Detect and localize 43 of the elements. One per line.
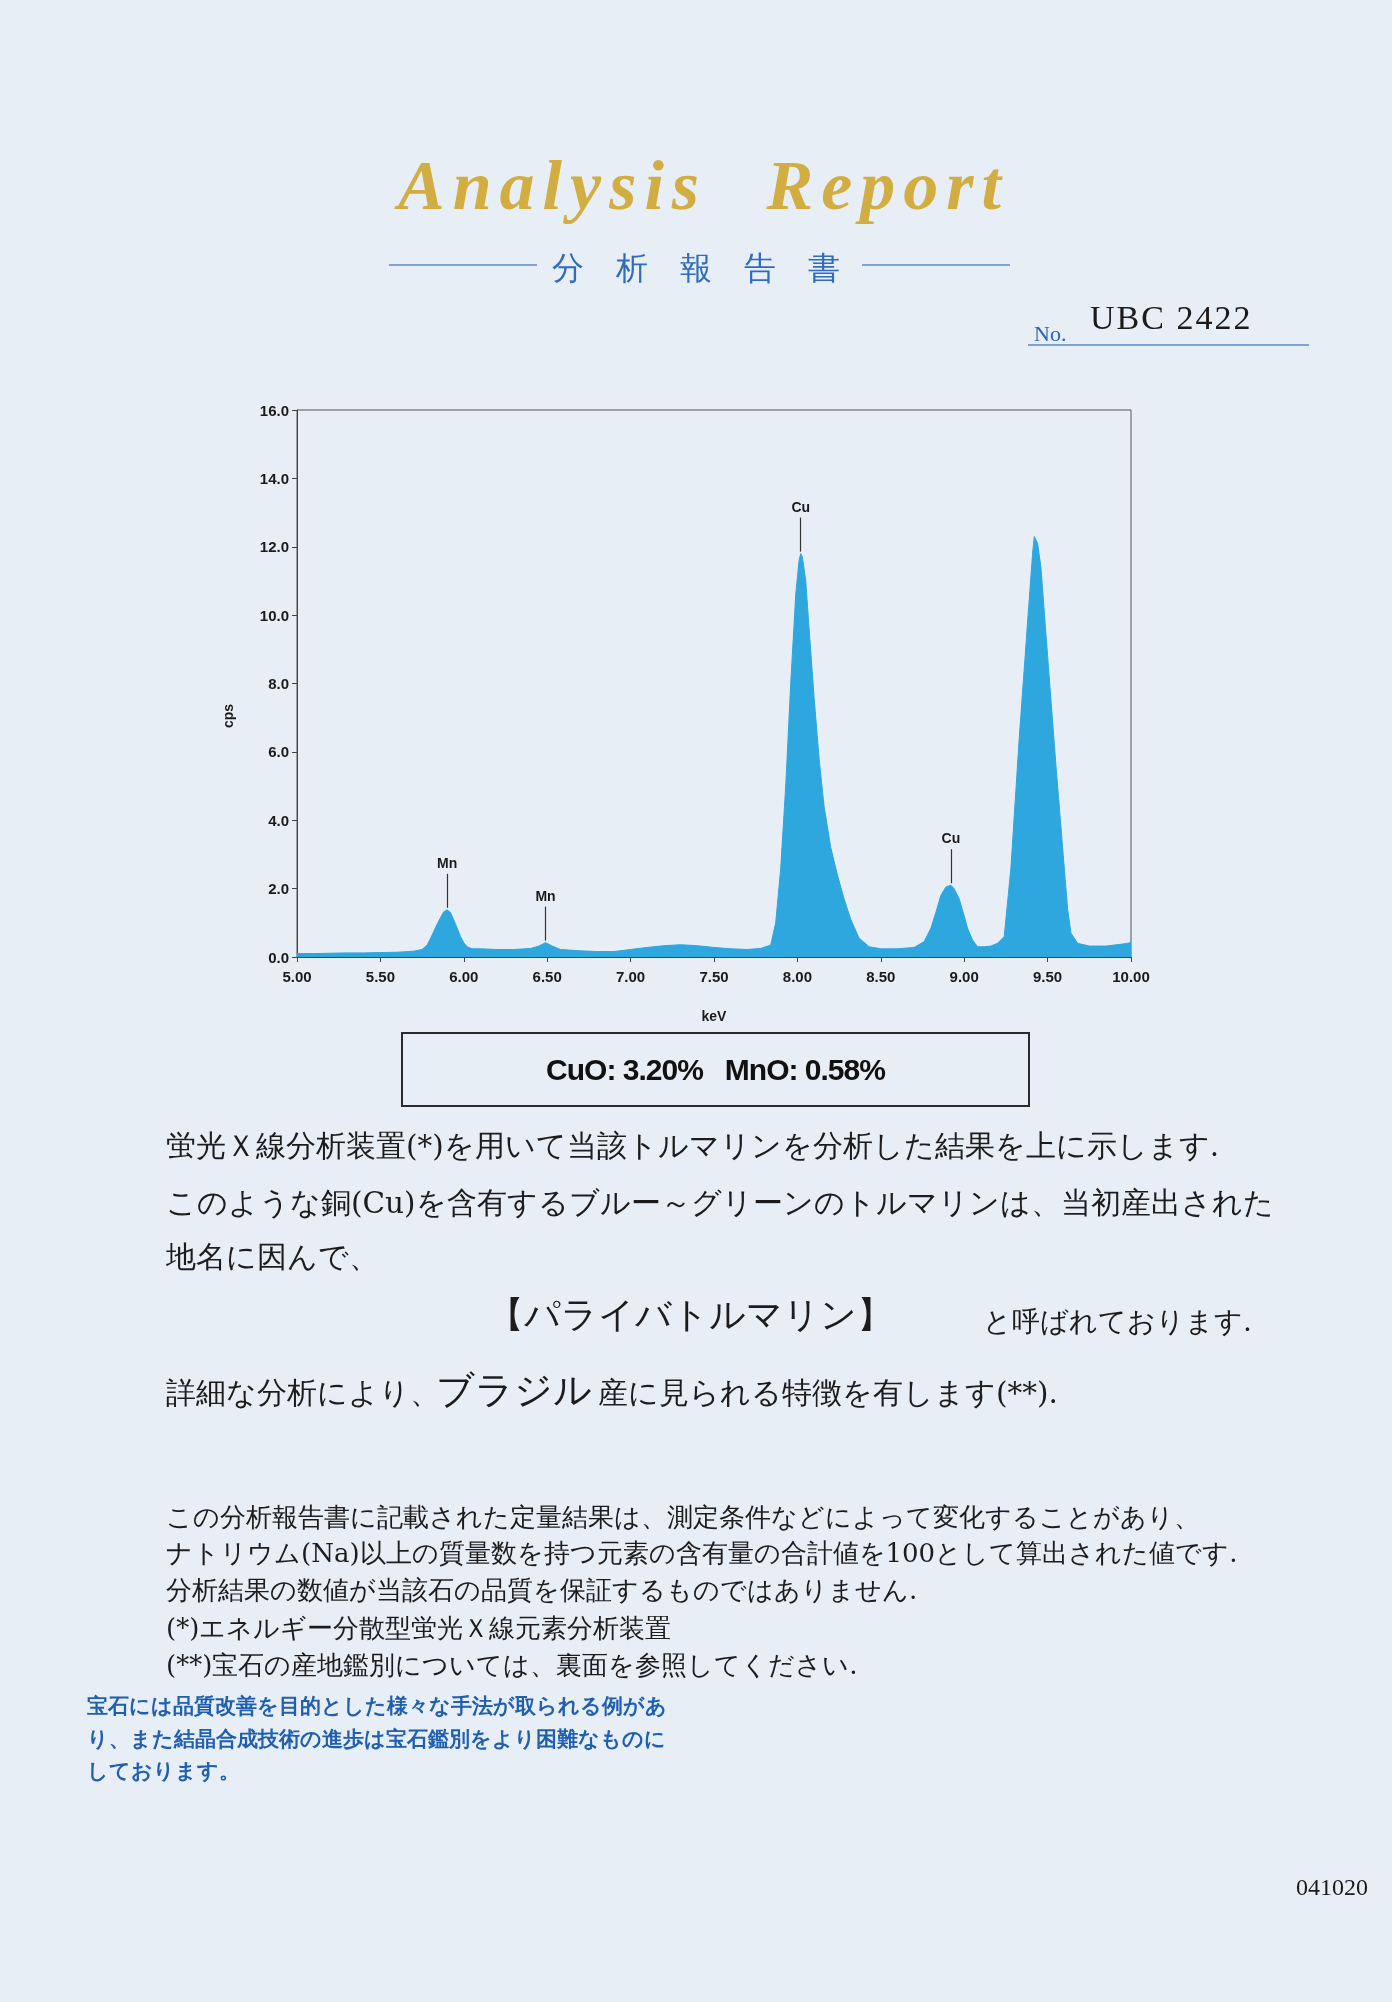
text: この分析報告書に記載された定量結果は、測定条件などによって変化することがあり、	[166, 1502, 1200, 1532]
x-tick-label: 6.00	[449, 968, 479, 985]
text: ナトリウム(Na)以上の質量数を持つ元素の含有量の合計値を100として算出された値です.	[166, 1538, 1238, 1568]
x-tick-label: 5.50	[365, 968, 395, 985]
x-tick-label: 6.50	[532, 968, 562, 985]
text: No.	[1034, 321, 1067, 346]
annotation: Cu	[791, 498, 811, 515]
y-tick-label: 6.0	[268, 743, 289, 761]
text: 041020	[1296, 1874, 1368, 1900]
y-tick-label: 16.0	[259, 401, 289, 419]
x-tick-label: 7.00	[616, 968, 646, 985]
chart-subtitle: 分析報告書	[552, 249, 872, 287]
y-tick-label: 2.0	[268, 880, 289, 898]
y-tick-label: 0.0	[268, 948, 289, 966]
x-tick-label: 8.00	[782, 968, 812, 985]
text: 蛍光Ｘ線分析装置(*)を用いて当該トルマリンを分析した結果を上に示します.	[166, 1129, 1220, 1164]
text: 産に見られる特徴を有します(**).	[598, 1376, 1058, 1411]
y-tick-label: 8.0	[268, 675, 289, 692]
x-tick-label: 8.50	[866, 968, 896, 985]
text: (**)宝石の産地鑑別については、裏面を参照してください.	[166, 1650, 858, 1680]
x-tick-label: 10.00	[1112, 968, 1150, 985]
x-tick-label: 5.00	[282, 968, 312, 985]
text: 宝石には品質改善を目的とした様々な手法が取られる例があり、また結晶合成技術の進歩は宝石鑑別をより困難なものにしております。	[87, 1693, 668, 1786]
y-tick-label: 4.0	[268, 811, 289, 829]
text: と呼ばれております.	[983, 1305, 1252, 1338]
annotation: Mn	[535, 887, 556, 904]
annotation: Cu	[941, 830, 961, 847]
x-tick-label: 9.50	[1033, 968, 1063, 985]
x-axis-title: keV	[701, 1008, 728, 1024]
text: 分析結果の数値が当該石の品質を保証するものではありません.	[166, 1575, 918, 1605]
y-tick-label: 14.0	[259, 469, 289, 487]
x-tick-label: 9.00	[949, 968, 979, 985]
annotation: Mn	[437, 854, 458, 871]
y-tick-label: 12.0	[259, 538, 289, 556]
text: UBC 2422	[1090, 299, 1253, 336]
text: CuO: 3.20% MnO: 0.58%	[546, 1052, 885, 1086]
text: 【パライバトルマリン】	[488, 1294, 893, 1335]
text: 地名に因んで、	[166, 1240, 379, 1275]
y-tick-label: 10.0	[259, 606, 289, 624]
y-axis-title: cps	[220, 703, 236, 729]
text: このような銅(Cu)を含有するブルー～グリーンのトルマリンは、当初産出された	[166, 1186, 1274, 1221]
x-tick-label: 7.50	[699, 968, 729, 985]
text: (*)エネルギー分散型蛍光Ｘ線元素分析装置	[166, 1613, 672, 1643]
